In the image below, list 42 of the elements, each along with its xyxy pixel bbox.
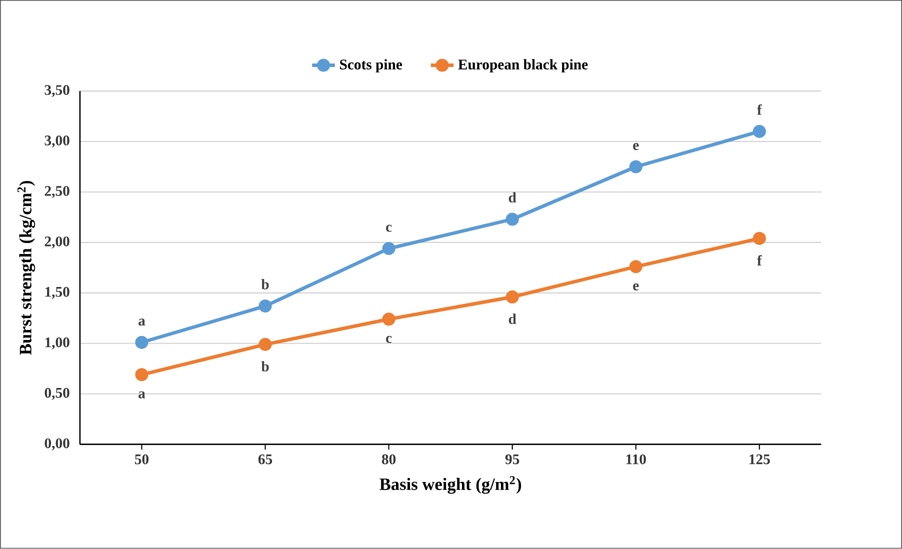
x-tick-label: 65 xyxy=(258,454,272,464)
annotation: c xyxy=(386,336,392,344)
annotation: a xyxy=(138,392,146,399)
point xyxy=(382,312,396,326)
point xyxy=(752,232,766,246)
y-tick-label: 3,50 xyxy=(44,85,70,98)
legend-label: Scots pine xyxy=(340,59,402,73)
x-tick-label: 95 xyxy=(505,454,520,464)
point xyxy=(629,160,642,174)
point xyxy=(258,338,272,352)
annotation: b xyxy=(261,361,269,372)
y-tick-label: 2,00 xyxy=(44,236,70,249)
annotation: f xyxy=(757,104,762,115)
x-tick-label: 125 xyxy=(750,454,770,464)
annotation: e xyxy=(633,284,639,291)
point xyxy=(135,336,148,350)
legend-label: European black pine xyxy=(458,59,588,73)
annotation: d xyxy=(508,192,516,203)
annotation: e xyxy=(633,143,639,150)
y-tick-label: 2,50 xyxy=(44,186,70,198)
y-tick-label: 3,00 xyxy=(44,136,70,148)
point xyxy=(752,125,766,138)
x-tick-label: 110 xyxy=(626,454,646,464)
point xyxy=(135,368,148,382)
y-tick-label: 0,50 xyxy=(44,388,70,400)
annotation: d xyxy=(508,314,516,324)
y-tick-label: 1,50 xyxy=(45,287,70,300)
annotation: f xyxy=(757,255,762,266)
x-tick-label: 50 xyxy=(134,454,148,464)
point xyxy=(506,290,519,304)
point xyxy=(258,300,272,313)
y-tick-label: 0,00 xyxy=(44,438,70,450)
annotation: b xyxy=(261,279,269,290)
y-tick-label: 1,00 xyxy=(45,338,70,350)
point xyxy=(506,212,519,226)
annotation: c xyxy=(386,224,392,232)
x-tick-label: 80 xyxy=(382,454,396,464)
annotation: a xyxy=(138,318,146,326)
point xyxy=(629,260,642,274)
x-axis-title: Basis weight (g/m$^{2}$) xyxy=(380,476,522,494)
y-axis-title: Burst strength (kg/cm$^{2}$) xyxy=(17,181,36,355)
point xyxy=(382,242,396,256)
